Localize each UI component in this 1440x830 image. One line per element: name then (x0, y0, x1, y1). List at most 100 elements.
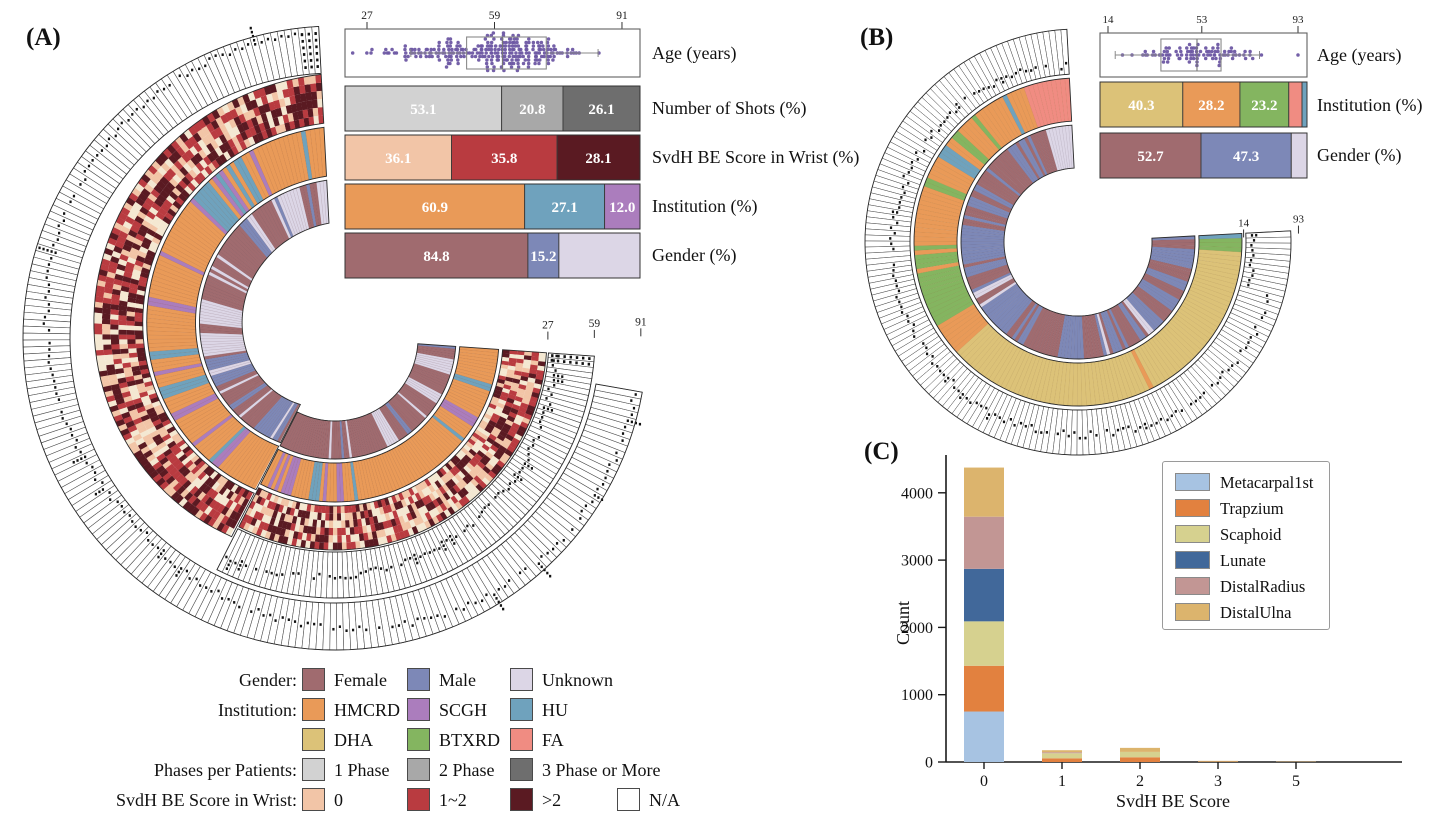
age-trail-dot (134, 525, 137, 529)
age-trail-dot (98, 490, 101, 494)
age-dot (1232, 49, 1237, 54)
patient-svdh-cell (498, 416, 507, 424)
patient-svdh-cell (127, 297, 137, 304)
patient-svdh-cell (166, 487, 177, 498)
patient-svdh-cell (390, 533, 397, 543)
patient-svdh-cell (457, 470, 466, 480)
patient-svdh-cell (175, 196, 185, 206)
age-dot (511, 61, 516, 66)
age-trail-dot (157, 555, 160, 559)
patient-svdh-cell (531, 351, 540, 357)
patient-svdh-cell (256, 132, 265, 142)
patient-svdh-cell (389, 503, 396, 512)
age-dot (488, 44, 492, 48)
patient-svdh-cell (413, 509, 421, 518)
age-trail-dot (195, 577, 198, 581)
patient-svdh-cell (120, 353, 130, 359)
patient-svdh-cell (509, 441, 518, 450)
patient-svdh-cell (313, 504, 319, 513)
patient-svdh-cell (525, 408, 534, 416)
age-trail-dot (985, 417, 989, 420)
patient-svdh-cell (297, 77, 305, 86)
age-dot (437, 58, 442, 62)
patient-svdh-cell (208, 508, 217, 518)
age-dot (538, 58, 542, 62)
patient-svdh-cell (520, 402, 529, 410)
patient-svdh-cell (181, 456, 191, 466)
patient-svdh-cell (147, 165, 158, 175)
patient-svdh-cell (110, 309, 119, 316)
patient-svdh-cell (416, 515, 424, 525)
patient-svdh-cell (255, 527, 263, 537)
age-trail-dot (1170, 414, 1173, 418)
patient-svdh-cell (262, 499, 270, 508)
age-trail-dot (241, 47, 244, 51)
patient-svdh-cell (353, 526, 359, 535)
tick-label: 0 (980, 773, 988, 790)
patient-svdh-cell (255, 495, 263, 505)
age-trail-dot (539, 426, 542, 429)
age-trail-dot (145, 531, 149, 534)
patient-svdh-cell (272, 117, 280, 127)
patient-svdh-cell (94, 339, 103, 346)
patient-svdh-cell (206, 152, 216, 163)
patient-svdh-cell (157, 166, 167, 177)
svdh-bar-outline (344, 134, 641, 181)
age-dot (489, 58, 494, 62)
age-trail-dot (480, 510, 483, 514)
patient-svdh-cell (93, 317, 103, 324)
patient-svdh-cell (245, 507, 253, 516)
patient-svdh-cell (140, 188, 151, 198)
patient-svdh-cell (190, 465, 200, 475)
age-dot (486, 40, 490, 45)
age-dot (449, 58, 454, 62)
age-trail-dot (982, 87, 985, 91)
patient-svdh-cell (492, 441, 501, 449)
age-dot (521, 61, 526, 66)
patient-svdh-cell (182, 479, 192, 490)
age-trail-dot (898, 300, 901, 304)
patient-svdh-cell (230, 145, 240, 156)
age-trail-dot (438, 547, 441, 550)
patient-svdh-cell (157, 441, 167, 450)
patient-svdh-cell (221, 524, 230, 534)
age-trail-dot (228, 53, 232, 57)
patient-svdh-cell (509, 426, 519, 434)
age-dot (503, 54, 507, 59)
age-dot (447, 54, 451, 59)
legend-item-3-phase-or-more: 3 Phase or More (510, 756, 660, 784)
tick-label: 3000 (901, 553, 933, 570)
patient-svdh-cell (486, 423, 495, 431)
patient-svdh-cell (443, 509, 452, 518)
age-trail-dot (896, 211, 899, 214)
patient-svdh-cell (182, 445, 192, 455)
patient-svdh-cell (126, 320, 135, 326)
age-dot (1217, 63, 1221, 68)
patient-svdh-cell (121, 357, 131, 364)
legend-swatch (510, 728, 533, 751)
patient-svdh-cell (390, 495, 398, 504)
age-dot (489, 51, 493, 55)
patient-svdh-cell (170, 140, 181, 151)
tick-label: 52.7 (1137, 149, 1164, 165)
patient-svdh-cell (424, 494, 433, 504)
patient-svdh-cell (515, 429, 525, 438)
patient-svdh-cell (132, 397, 143, 405)
patient-svdh-cell (124, 216, 135, 225)
age-trail-dot (546, 407, 550, 411)
age-trail-dot (302, 46, 305, 50)
patient-svdh-cell (260, 95, 269, 105)
age-trail-dot (1024, 424, 1027, 428)
patient-svdh-cell (127, 343, 137, 349)
patient-svdh-cell (320, 520, 326, 528)
age-trail-dot (332, 627, 335, 631)
tick-label: 14 (1238, 217, 1250, 229)
age-dot (507, 44, 511, 48)
patient-svdh-cell (450, 503, 460, 513)
patient-svdh-cell (379, 529, 387, 538)
patient-svdh-cell (287, 112, 294, 122)
patient-svdh-cell (403, 505, 411, 515)
patient-svdh-cell (516, 354, 525, 360)
patient-svdh-cell (119, 290, 129, 298)
row-label-gender-a: Gender (%) (652, 245, 737, 265)
